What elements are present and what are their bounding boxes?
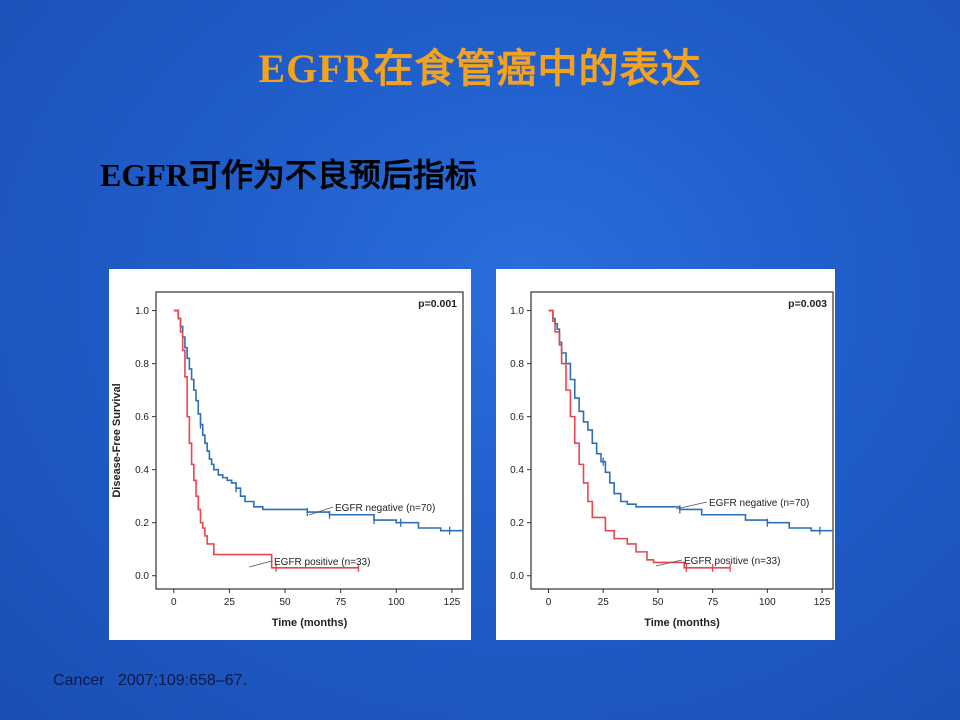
x-axis-label: Time (months) xyxy=(272,617,348,629)
legend-label-egfr-positive: EGFR positive (n=33) xyxy=(684,556,780,567)
legend-label-egfr-positive: EGFR positive (n=33) xyxy=(274,557,370,568)
plot-frame xyxy=(530,291,834,590)
x-tick-label: 125 xyxy=(444,597,461,608)
y-tick-label: 0.8 xyxy=(510,359,524,370)
slide-subtitle: EGFR可作为不良预后指标 xyxy=(100,157,477,193)
series-line-egfr-positive xyxy=(548,309,731,569)
x-tick-label: 75 xyxy=(707,597,719,608)
os-km-chart: 0.0 0.2 0.4 0.6 0.8 1.0 0 25 50 75 100 125 Time (mon… xyxy=(496,291,834,629)
series-line-egfr-negative xyxy=(548,309,833,532)
x-tick-label: 0 xyxy=(171,597,177,608)
y-tick-label: 0.8 xyxy=(135,359,149,370)
y-tick-label: 1.0 xyxy=(135,306,149,317)
x-tick-label: 25 xyxy=(598,597,610,608)
p-value-label: p=0.003 xyxy=(788,298,827,310)
series-line-egfr-positive xyxy=(173,309,359,569)
legend-leader-line xyxy=(655,559,683,567)
x-tick-label: 125 xyxy=(814,597,831,608)
y-tick-label: 0.6 xyxy=(135,412,149,423)
p-value-label: p=0.001 xyxy=(418,298,457,310)
y-tick-label: 0.2 xyxy=(135,518,149,529)
x-tick-label: 0 xyxy=(546,597,552,608)
x-tick-label: 50 xyxy=(652,597,664,608)
x-axis-label: Time (months) xyxy=(644,617,720,629)
y-tick-label: 0.4 xyxy=(135,465,149,476)
legend-leader-line xyxy=(308,506,334,516)
x-tick-label: 25 xyxy=(224,597,236,608)
plot-frame xyxy=(155,291,464,590)
y-tick-label: 0.2 xyxy=(510,518,524,529)
y-tick-label: 0.0 xyxy=(135,571,149,582)
x-tick-label: 100 xyxy=(388,597,405,608)
dfs-chart-panel: 0.0 0.2 0.4 0.6 0.8 1.0 0 25 50 75 100 125 Time (mon… xyxy=(109,269,471,640)
series-line-egfr-negative xyxy=(173,309,463,532)
legend-label-egfr-negative: EGFR negative (n=70) xyxy=(335,503,435,514)
citation: Cancer 2007;109:658–67. xyxy=(53,672,247,689)
slide-title: EGFR在食管癌中的表达 xyxy=(258,46,702,91)
legend-leader-line xyxy=(248,560,273,568)
os-chart-panel: 0.0 0.2 0.4 0.6 0.8 1.0 0 25 50 75 100 125 Time (mon… xyxy=(496,269,835,640)
y-tick-label: 0.4 xyxy=(510,465,524,476)
legend-label-egfr-negative: EGFR negative (n=70) xyxy=(709,498,809,509)
x-tick-label: 75 xyxy=(335,597,347,608)
x-tick-label: 50 xyxy=(279,597,291,608)
y-tick-label: 0.0 xyxy=(510,571,524,582)
y-axis-label: Disease-Free Survival xyxy=(111,383,123,497)
y-tick-label: 1.0 xyxy=(510,306,524,317)
dfs-km-chart: 0.0 0.2 0.4 0.6 0.8 1.0 0 25 50 75 100 125 Time (mon… xyxy=(111,291,464,629)
y-axis-label: Overall Survival xyxy=(496,399,498,482)
y-tick-label: 0.6 xyxy=(510,412,524,423)
x-tick-label: 100 xyxy=(759,597,776,608)
legend-leader-line xyxy=(675,501,708,510)
